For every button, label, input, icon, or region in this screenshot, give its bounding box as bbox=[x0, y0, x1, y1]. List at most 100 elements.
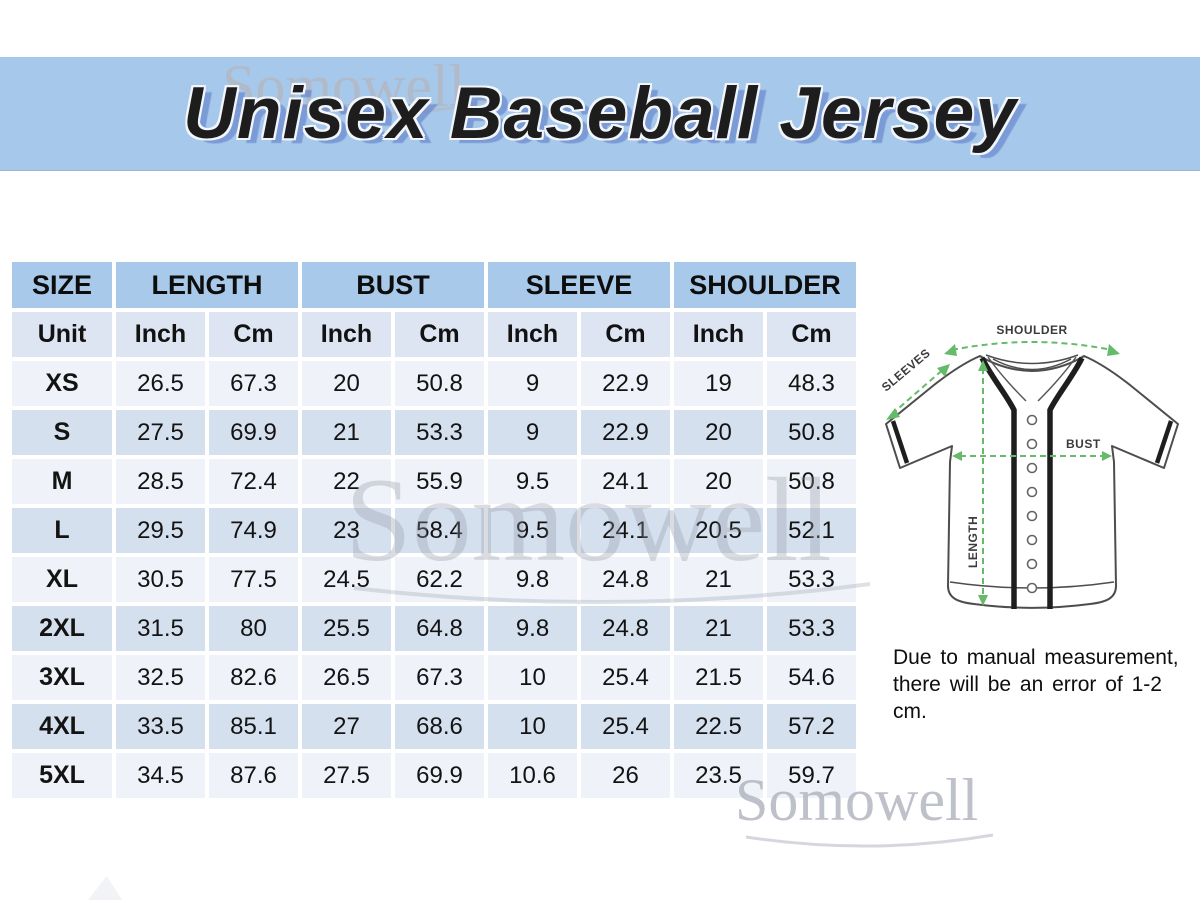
value-cell: 10 bbox=[488, 655, 577, 700]
bust-label: BUST bbox=[1066, 437, 1101, 451]
value-cell: 9.5 bbox=[488, 508, 577, 553]
value-cell: 20 bbox=[674, 410, 763, 455]
column-header-bust: BUST bbox=[302, 262, 484, 308]
value-cell: 50.8 bbox=[767, 410, 856, 455]
value-cell: 53.3 bbox=[767, 557, 856, 602]
unit-header-row: Unit Inch Cm Inch Cm Inch Cm Inch Cm bbox=[12, 312, 856, 357]
arrowhead bbox=[1107, 344, 1120, 356]
value-cell: 50.8 bbox=[767, 459, 856, 504]
size-cell: L bbox=[12, 508, 112, 553]
value-cell: 52.1 bbox=[767, 508, 856, 553]
cuff-band-right bbox=[1154, 420, 1174, 464]
value-cell: 22.5 bbox=[674, 704, 763, 749]
note-line-1: Due to manual measurement, bbox=[893, 646, 1179, 669]
value-cell: 30.5 bbox=[116, 557, 205, 602]
watermark-top-swoosh bbox=[292, 99, 487, 115]
watermark-bottom: Somowell bbox=[735, 767, 979, 833]
unit-label: Inch bbox=[674, 312, 763, 357]
table-row: L 29.5 74.9 23 58.4 9.5 24.1 20.5 52.1 bbox=[12, 508, 856, 553]
value-cell: 27.5 bbox=[302, 753, 391, 798]
button-row bbox=[1026, 414, 1038, 594]
value-cell: 9.8 bbox=[488, 557, 577, 602]
value-cell: 24.1 bbox=[581, 508, 670, 553]
measurement-note: Due to manual measurement, there will be… bbox=[893, 644, 1200, 725]
size-chart-table-wrap: SIZE LENGTH BUST SLEEVE SHOULDER Unit In… bbox=[8, 258, 860, 802]
arrowhead bbox=[978, 360, 988, 371]
column-header-length: LENGTH bbox=[116, 262, 298, 308]
jersey-outline bbox=[885, 355, 1179, 609]
value-cell: 22.9 bbox=[581, 361, 670, 406]
unit-label: Cm bbox=[209, 312, 298, 357]
value-cell: 10 bbox=[488, 704, 577, 749]
column-header-size: SIZE bbox=[12, 262, 112, 308]
value-cell: 54.6 bbox=[767, 655, 856, 700]
value-cell: 74.9 bbox=[209, 508, 298, 553]
value-cell: 68.6 bbox=[395, 704, 484, 749]
shoulder-label: SHOULDER bbox=[996, 323, 1067, 337]
cuff-band-left bbox=[890, 420, 910, 464]
table-row: S 27.5 69.9 21 53.3 9 22.9 20 50.8 bbox=[12, 410, 856, 455]
unit-label: Cm bbox=[767, 312, 856, 357]
table-row: 4XL 33.5 85.1 27 68.6 10 25.4 22.5 57.2 bbox=[12, 704, 856, 749]
value-cell: 10.6 bbox=[488, 753, 577, 798]
watermark-top: Somowell bbox=[222, 53, 466, 119]
value-cell: 21 bbox=[674, 557, 763, 602]
value-cell: 26.5 bbox=[116, 361, 205, 406]
size-cell: M bbox=[12, 459, 112, 504]
value-cell: 72.4 bbox=[209, 459, 298, 504]
value-cell: 21.5 bbox=[674, 655, 763, 700]
table-row: 2XL 31.5 80 25.5 64.8 9.8 24.8 21 53.3 bbox=[12, 606, 856, 651]
table-row: M 28.5 72.4 22 55.9 9.5 24.1 20 50.8 bbox=[12, 459, 856, 504]
sleeves-label: SLEEVES bbox=[879, 346, 933, 395]
value-cell: 23.5 bbox=[674, 753, 763, 798]
value-cell: 77.5 bbox=[209, 557, 298, 602]
value-cell: 29.5 bbox=[116, 508, 205, 553]
value-cell: 58.4 bbox=[395, 508, 484, 553]
sleeves-measure-line bbox=[891, 366, 947, 415]
group-header-row: SIZE LENGTH BUST SLEEVE SHOULDER bbox=[12, 262, 856, 308]
watermark-middle-swoosh bbox=[353, 582, 871, 605]
arrowhead bbox=[978, 595, 988, 606]
value-cell: 22 bbox=[302, 459, 391, 504]
corner-artifact bbox=[88, 876, 122, 900]
unit-label: Cm bbox=[395, 312, 484, 357]
table-row: 3XL 32.5 82.6 26.5 67.3 10 25.4 21.5 54.6 bbox=[12, 655, 856, 700]
unit-header-cell: Unit bbox=[12, 312, 112, 357]
value-cell: 69.9 bbox=[209, 410, 298, 455]
value-cell: 25.4 bbox=[581, 655, 670, 700]
table-row: XL 30.5 77.5 24.5 62.2 9.8 24.8 21 53.3 bbox=[12, 557, 856, 602]
value-cell: 87.6 bbox=[209, 753, 298, 798]
table-row: XS 26.5 67.3 20 50.8 9 22.9 19 48.3 bbox=[12, 361, 856, 406]
value-cell: 50.8 bbox=[395, 361, 484, 406]
size-cell: 4XL bbox=[12, 704, 112, 749]
value-cell: 28.5 bbox=[116, 459, 205, 504]
value-cell: 67.3 bbox=[395, 655, 484, 700]
collar-v-right bbox=[1037, 356, 1077, 402]
value-cell: 67.3 bbox=[209, 361, 298, 406]
value-cell: 9 bbox=[488, 361, 577, 406]
title-banner bbox=[0, 57, 1200, 171]
value-cell: 22.9 bbox=[581, 410, 670, 455]
jersey-diagram: SHOULDER SLEEVES BUST LENGTH bbox=[879, 323, 1179, 609]
unit-label: Cm bbox=[581, 312, 670, 357]
value-cell: 20 bbox=[302, 361, 391, 406]
value-cell: 24.8 bbox=[581, 606, 670, 651]
size-cell: XL bbox=[12, 557, 112, 602]
value-cell: 20.5 bbox=[674, 508, 763, 553]
value-cell: 27.5 bbox=[116, 410, 205, 455]
arrowhead bbox=[1102, 451, 1112, 461]
size-cell: 5XL bbox=[12, 753, 112, 798]
value-cell: 57.2 bbox=[767, 704, 856, 749]
value-cell: 64.8 bbox=[395, 606, 484, 651]
value-cell: 9.8 bbox=[488, 606, 577, 651]
value-cell: 69.9 bbox=[395, 753, 484, 798]
shoulder-measure-line bbox=[951, 341, 1113, 351]
value-cell: 23 bbox=[302, 508, 391, 553]
value-cell: 25.4 bbox=[581, 704, 670, 749]
column-header-shoulder: SHOULDER bbox=[674, 262, 856, 308]
size-chart-table: SIZE LENGTH BUST SLEEVE SHOULDER Unit In… bbox=[8, 258, 860, 802]
watermark-bottom-swoosh bbox=[745, 833, 994, 848]
arrowhead bbox=[886, 408, 900, 420]
value-cell: 25.5 bbox=[302, 606, 391, 651]
placket-band-right bbox=[1047, 356, 1085, 609]
